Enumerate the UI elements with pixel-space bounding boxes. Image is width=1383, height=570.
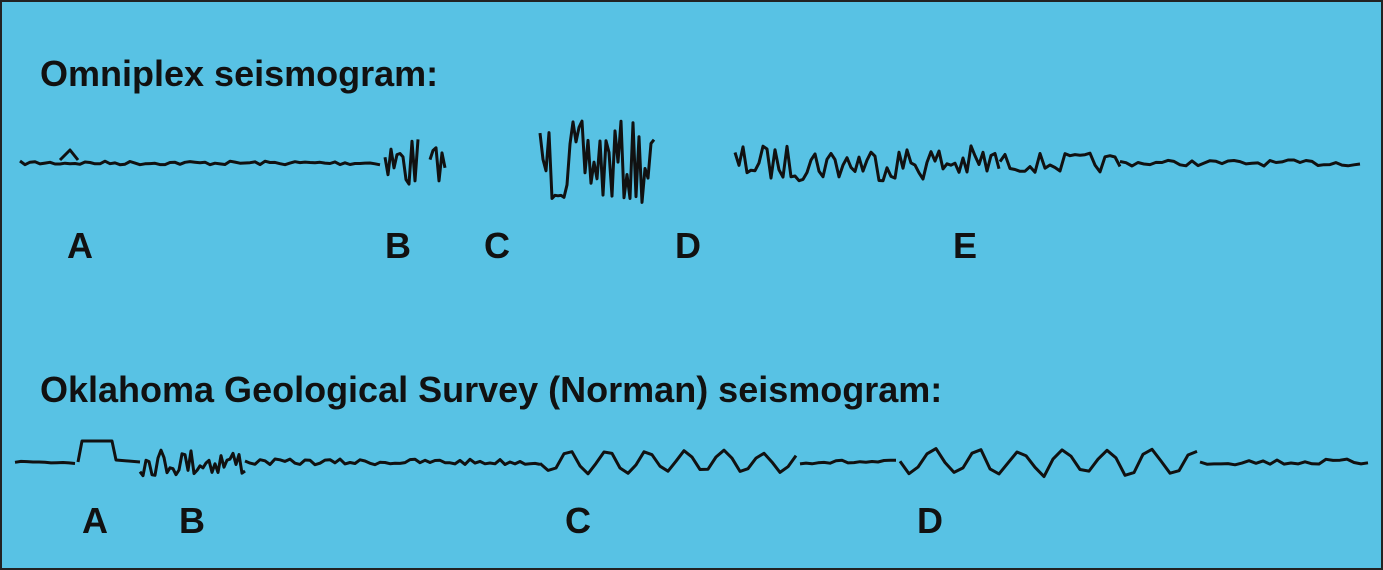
bottom-label: B	[179, 500, 205, 541]
top-label: B	[385, 225, 411, 266]
bottom-label: D	[917, 500, 943, 541]
bottom-title: Oklahoma Geological Survey (Norman) seis…	[40, 369, 942, 410]
page: {"top": {"title": "Omniplex seismogram:"…	[0, 0, 1383, 570]
bottom-label: C	[565, 500, 591, 541]
top-title: Omniplex seismogram:	[40, 53, 438, 94]
bottom-label: A	[82, 500, 108, 541]
figure: Omniplex seismogram: A B C D E Oklahoma …	[0, 0, 1383, 570]
top-label: D	[675, 225, 701, 266]
top-label: E	[953, 225, 977, 266]
top-label: C	[484, 225, 510, 266]
top-label: A	[67, 225, 93, 266]
